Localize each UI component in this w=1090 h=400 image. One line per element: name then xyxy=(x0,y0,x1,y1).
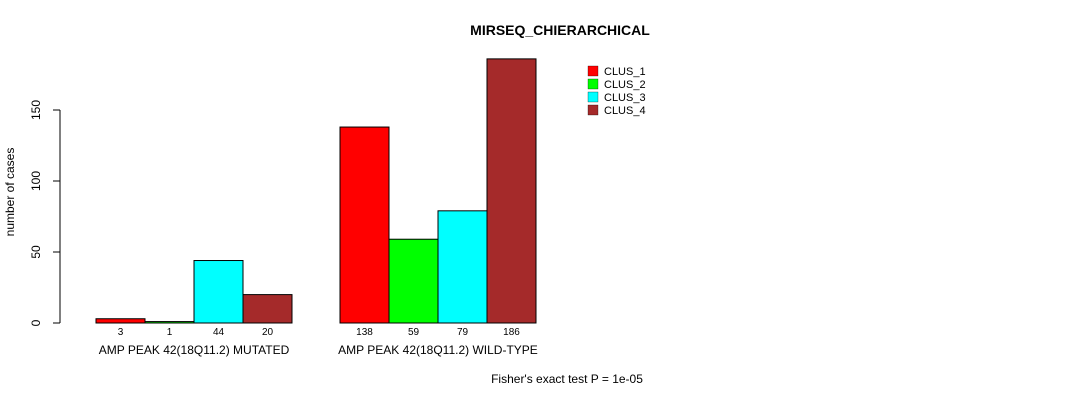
legend-swatch xyxy=(587,78,599,90)
bar xyxy=(437,210,488,324)
bar xyxy=(486,58,537,324)
group-label: AMP PEAK 42(18Q11.2) WILD-TYPE xyxy=(338,343,538,357)
y-axis-label: number of cases xyxy=(3,148,17,237)
bar-value-label: 3 xyxy=(118,327,124,338)
group-label: AMP PEAK 42(18Q11.2) MUTATED xyxy=(99,343,290,357)
bar xyxy=(339,126,390,324)
bar xyxy=(144,321,195,324)
bar-value-label: 59 xyxy=(408,327,420,338)
y-tick-label: 0 xyxy=(29,319,43,326)
y-tick-label: 100 xyxy=(29,171,43,191)
bar-value-label: 186 xyxy=(503,327,520,338)
bars: 3 1 44 20 AMP PEAK 42(18Q11.2) MUTATED 138 59 7… xyxy=(95,58,538,357)
footnote: Fisher's exact test P = 1e-05 xyxy=(491,372,643,386)
legend-swatch xyxy=(587,65,599,77)
y-tick-label: 50 xyxy=(29,245,43,259)
legend-label: CLUS_4 xyxy=(604,105,646,117)
legend-label: CLUS_1 xyxy=(604,66,646,78)
bar xyxy=(193,260,244,324)
legend-label: CLUS_3 xyxy=(604,92,646,104)
bar xyxy=(388,238,439,324)
y-tick-label: 150 xyxy=(29,100,43,120)
bar xyxy=(242,294,293,324)
bar-value-label: 138 xyxy=(356,327,373,338)
bar xyxy=(95,318,146,324)
bar-value-label: 1 xyxy=(167,327,173,338)
chart-title: MIRSEQ_CHIERARCHICAL xyxy=(470,22,650,38)
legend-swatch xyxy=(587,104,599,116)
bar-value-label: 44 xyxy=(213,327,225,338)
legend-label: CLUS_2 xyxy=(604,79,646,91)
bar-value-label: 79 xyxy=(457,327,469,338)
bar-value-label: 20 xyxy=(262,327,274,338)
y-axis: 0 50 100 150 xyxy=(29,100,61,326)
legend-swatch xyxy=(587,91,599,103)
